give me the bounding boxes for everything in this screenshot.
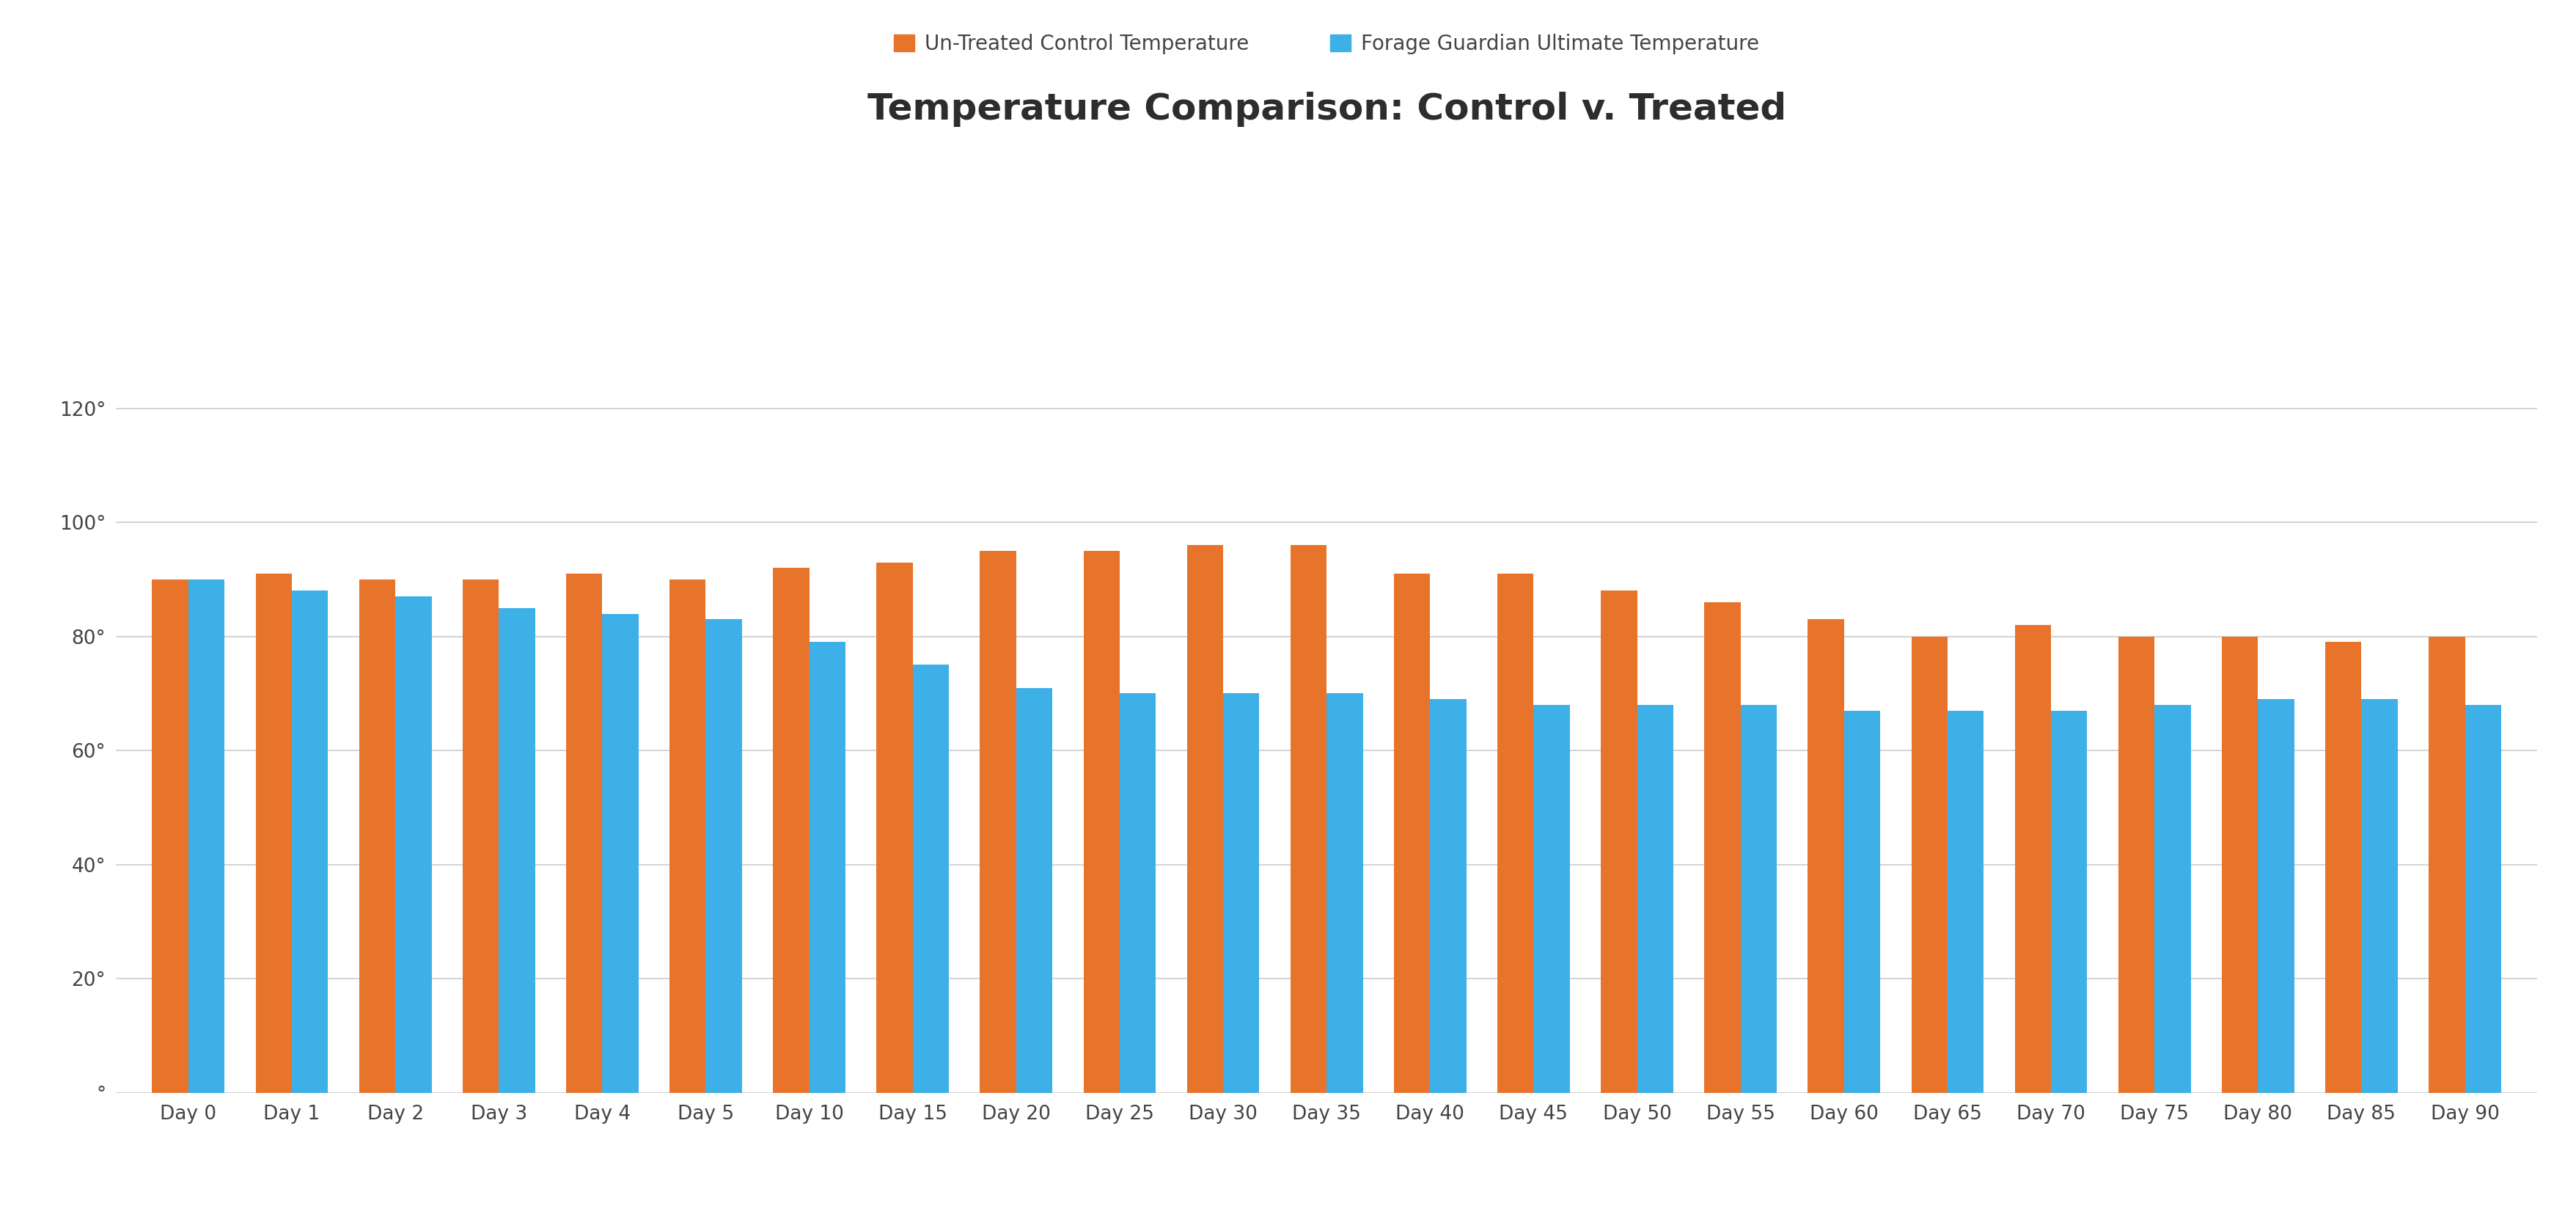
Bar [1121, 693, 1157, 1093]
Bar [188, 579, 224, 1093]
Bar [1497, 574, 1533, 1093]
Bar [1188, 545, 1224, 1093]
Bar [358, 579, 394, 1093]
Text: Temperature Comparison: Control v. Treated: Temperature Comparison: Control v. Treat… [868, 91, 1785, 127]
Bar [464, 579, 500, 1093]
Bar [291, 591, 327, 1093]
Bar [809, 642, 845, 1093]
Bar [1224, 693, 1260, 1093]
Bar [2050, 710, 2087, 1093]
Bar [2117, 636, 2154, 1093]
Bar [2014, 625, 2050, 1093]
Bar [1911, 636, 1947, 1093]
Bar [876, 562, 912, 1093]
Bar [2465, 705, 2501, 1093]
Bar [1394, 574, 1430, 1093]
Bar [1327, 693, 1363, 1093]
Bar [1600, 591, 1638, 1093]
Bar [1291, 545, 1327, 1093]
Bar [567, 574, 603, 1093]
Bar [1533, 705, 1569, 1093]
Bar [2429, 636, 2465, 1093]
Bar [1741, 705, 1777, 1093]
Bar [1705, 602, 1741, 1093]
Bar [603, 613, 639, 1093]
Bar [2362, 699, 2398, 1093]
Bar [2221, 636, 2259, 1093]
Bar [1430, 699, 1466, 1093]
Bar [706, 619, 742, 1093]
Bar [2259, 699, 2295, 1093]
Bar [2326, 642, 2362, 1093]
Bar [152, 579, 188, 1093]
Bar [2154, 705, 2190, 1093]
Bar [1084, 551, 1121, 1093]
Bar [255, 574, 291, 1093]
Bar [394, 596, 433, 1093]
Bar [979, 551, 1015, 1093]
Legend: Un-Treated Control Temperature, Forage Guardian Ultimate Temperature: Un-Treated Control Temperature, Forage G… [894, 34, 1759, 55]
Bar [1638, 705, 1674, 1093]
Bar [500, 608, 536, 1093]
Bar [1808, 619, 1844, 1093]
Bar [670, 579, 706, 1093]
Bar [773, 568, 809, 1093]
Bar [1015, 688, 1054, 1093]
Bar [1844, 710, 1880, 1093]
Bar [1947, 710, 1984, 1093]
Bar [912, 665, 948, 1093]
